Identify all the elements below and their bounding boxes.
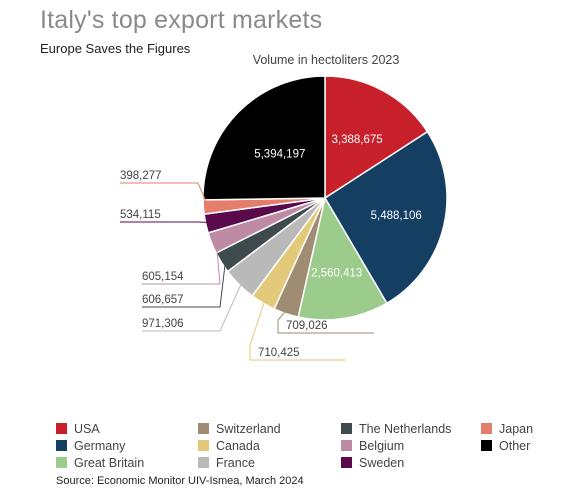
legend-item-belgium: Belgium <box>341 437 481 454</box>
leader-line-japan <box>120 182 209 207</box>
legend-swatch <box>341 423 352 434</box>
legend-label: The Netherlands <box>359 421 452 436</box>
pie-slice-usa <box>324 75 429 200</box>
legend-swatch <box>341 457 352 468</box>
leader-line-canada <box>249 298 346 361</box>
legend-label: Switzerland <box>216 421 281 436</box>
legend-item-usa: USA <box>56 420 198 437</box>
data-label-other: 5,394,197 <box>254 149 305 161</box>
legend-label: Other <box>499 438 531 453</box>
leader-line-france <box>142 280 243 332</box>
legend-swatch <box>56 423 67 434</box>
data-label-the-netherlands: 606,657 <box>142 294 184 306</box>
legend-swatch <box>198 457 209 468</box>
pie-chart: Volume in hectoliters 2023 3,388,675 5,48… <box>120 53 448 361</box>
data-label-japan: 398,277 <box>120 170 162 182</box>
legend-label: Great Britain <box>74 455 145 470</box>
legend-swatch <box>341 440 352 451</box>
legend-item-germany: Germany <box>56 437 198 454</box>
legend-label: Sweden <box>359 455 405 470</box>
pie-slice-great-britain <box>297 195 388 321</box>
legend-swatch <box>481 423 492 434</box>
source-note: Source: Economic Monitor UIV-Ismea, Marc… <box>56 475 304 487</box>
legend-label: USA <box>74 421 100 436</box>
legend-item-the-netherlands: The Netherlands <box>341 420 481 437</box>
leader-line-sweden <box>120 221 211 223</box>
legend-label: Japan <box>499 421 534 436</box>
legend-swatch <box>198 423 209 434</box>
data-label-france: 971,306 <box>142 318 184 330</box>
data-label-sweden: 534,115 <box>120 209 161 221</box>
data-label-great-britain: 2,560,413 <box>311 268 362 280</box>
legend-label: Germany <box>74 438 126 453</box>
legend-item-other: Other <box>481 437 551 454</box>
page-subtitle: Europe Saves the Figures <box>40 41 191 56</box>
data-label-belgium: 605,154 <box>142 271 184 283</box>
legend-swatch <box>56 440 67 451</box>
legend-item-japan: Japan <box>481 420 551 437</box>
pie-slice-germany <box>323 130 448 305</box>
legend-item-france: France <box>198 454 341 471</box>
legend-label: Belgium <box>359 438 405 453</box>
data-label-canada: 710,425 <box>258 347 300 359</box>
legend-swatch <box>481 440 492 451</box>
legend-item-great-britain: Great Britain <box>56 454 198 471</box>
pie-slice-other <box>202 75 326 201</box>
leader-line-belgium <box>142 241 221 285</box>
legend-item-switzerland: Switzerland <box>198 420 341 437</box>
legend-label: Canada <box>216 438 260 453</box>
legend-item-sweden: Sweden <box>341 454 481 471</box>
chart-title: Volume in hectoliters 2023 <box>253 53 400 67</box>
chart-legend: USA Germany Great Britain Switzerland Canada… <box>56 420 536 471</box>
legend-swatch <box>198 440 209 451</box>
legend-label: France <box>216 455 255 470</box>
data-label-germany: 5,488,106 <box>371 210 422 222</box>
legend-item-canada: Canada <box>198 437 341 454</box>
leader-line-switzerland <box>277 308 374 334</box>
data-label-switzerland: 709,026 <box>286 320 328 332</box>
leader-line-the-netherlands <box>142 259 227 308</box>
data-label-usa: 3,388,675 <box>332 134 383 146</box>
legend-swatch <box>56 457 67 468</box>
page-title: Italy's top export markets <box>40 6 323 34</box>
